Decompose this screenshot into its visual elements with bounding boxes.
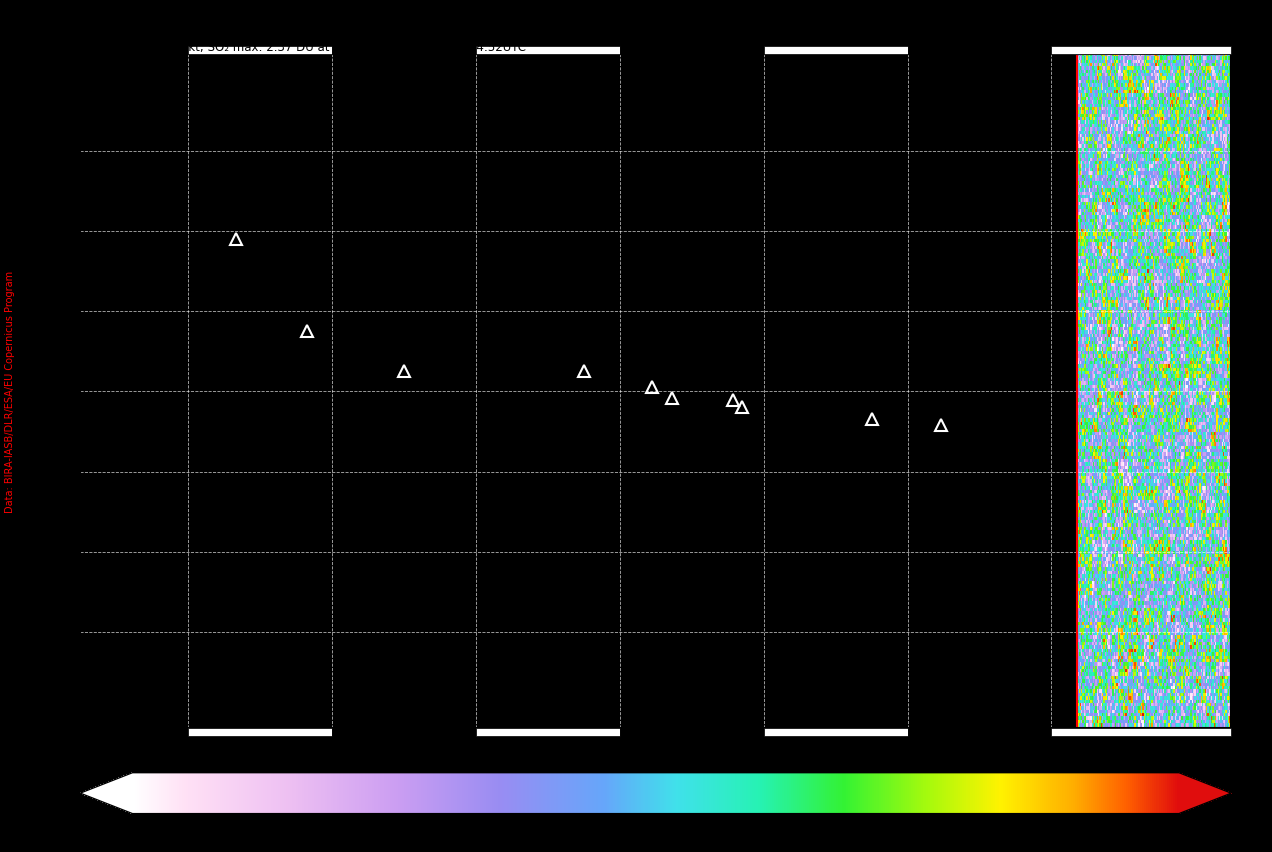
- Bar: [332, 48, 476, 55]
- Bar: [763, 728, 907, 736]
- Bar: [188, 728, 332, 736]
- Title: SO₂ column TRM [DU]: SO₂ column TRM [DU]: [567, 755, 744, 770]
- Bar: [476, 728, 619, 736]
- Bar: [763, 48, 907, 55]
- Bar: [332, 728, 476, 736]
- Text: SO₂ mass: 0.0000 kt; SO₂ max: 2.37 DU at lon: 119.43 lat: -8.61 ; 04:52UTC: SO₂ mass: 0.0000 kt; SO₂ max: 2.37 DU at…: [80, 41, 527, 54]
- Text: Data: BIRA-IASB/DLR/ESA/EU Copernicus Program: Data: BIRA-IASB/DLR/ESA/EU Copernicus Pr…: [5, 271, 15, 513]
- PathPatch shape: [80, 773, 132, 814]
- Bar: [80, 728, 188, 736]
- Bar: [80, 48, 188, 55]
- Bar: [619, 728, 763, 736]
- Bar: [1052, 48, 1231, 55]
- Bar: [907, 48, 1052, 55]
- Bar: [907, 728, 1052, 736]
- Bar: [476, 48, 619, 55]
- PathPatch shape: [1179, 773, 1231, 814]
- Bar: [188, 48, 332, 55]
- Bar: [1052, 728, 1231, 736]
- Text: Sentinel-5P/TROPOMI - 07/07/2024 04:51-04:53 UT: Sentinel-5P/TROPOMI - 07/07/2024 04:51-0…: [380, 19, 892, 37]
- Bar: [619, 48, 763, 55]
